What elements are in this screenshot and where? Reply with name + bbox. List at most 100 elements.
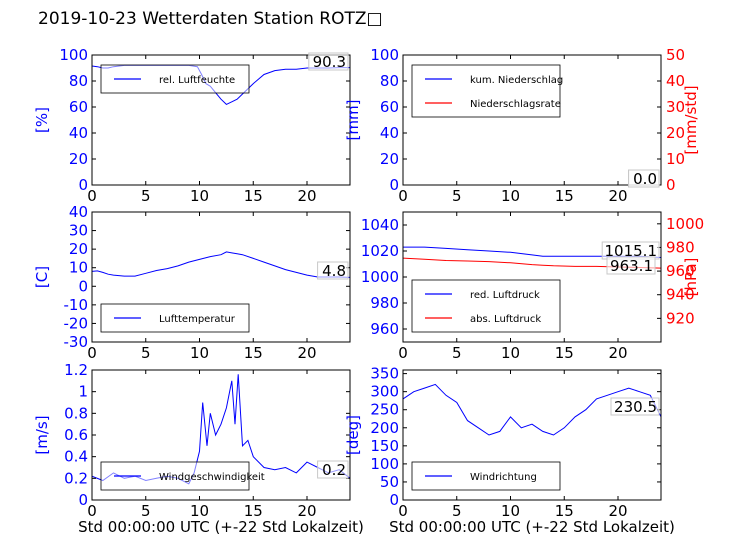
series-line-temperature-0 (91, 251, 351, 278)
series-line-wind_dir-0 (402, 383, 662, 436)
y-tick-label-wind_dir: 100 (370, 455, 399, 473)
x-axis-label-wind_speed: Std 00:00:00 UTC (+-22 Std Lokalzeit) (78, 518, 364, 536)
x-tick-label-wind_dir: 5 (452, 502, 462, 520)
y-tick-label-precip: 40 (380, 124, 399, 142)
value-box-wind_speed-frame (317, 460, 349, 479)
value-box-temperature-frame (317, 261, 349, 280)
y-tick-label-wind_speed: 0.2 (64, 469, 88, 487)
y-tick-label-temperature: 30 (69, 222, 88, 240)
y-tick-label-temperature: 40 (69, 203, 88, 221)
x-tick-label-wind_speed: 10 (190, 502, 209, 520)
value-box-pressure: 1015.1 (605, 242, 658, 260)
legend-label-pressure-1: abs. Luftdruck (470, 314, 541, 325)
y-tick-label-temperature: -20 (64, 314, 89, 332)
value-box-wind_dir: 230.5 (614, 398, 657, 416)
x-tick-label-precip: 15 (555, 187, 574, 205)
y-tick-label-temperature: -10 (64, 296, 89, 314)
value-box-2-pressure-frame (606, 256, 656, 275)
legend-label-precip-1: Niederschlagsrate (470, 99, 561, 110)
y-tick-label-wind_dir: 150 (370, 437, 399, 455)
y-tick-label-wind_dir: 200 (370, 419, 399, 437)
y-right-tick-label-pressure: 1000 (666, 215, 704, 233)
y-tick-label-temperature: 20 (69, 240, 88, 258)
y-tick-label-humidity: 60 (69, 98, 88, 116)
x-tick-label-pressure: 0 (398, 344, 408, 362)
y-right-tick-label-pressure: 940 (666, 286, 695, 304)
y-tick-label-temperature: 10 (69, 259, 88, 277)
plot-frame-wind_dir (402, 369, 662, 501)
y-tick-label-wind_dir: 300 (370, 383, 399, 401)
legend-label-wind_dir-0: Windrichtung (470, 472, 537, 483)
x-tick-label-temperature: 0 (87, 344, 97, 362)
y-tick-label-wind_speed: 0.6 (64, 426, 88, 444)
y-right-tick-label-pressure: 980 (666, 238, 695, 256)
y-right-tick-label-pressure: 920 (666, 309, 695, 327)
value-box-humidity-frame (308, 52, 349, 71)
y-tick-label-wind_speed: 0 (78, 491, 88, 509)
plot-frame-precip (402, 54, 662, 186)
value-box-2-pressure: 963.1 (610, 257, 653, 275)
y-tick-label-pressure: 1000 (361, 268, 399, 286)
y-right-tick-label-precip: 50 (666, 46, 685, 64)
y-tick-label-wind_speed: 0.8 (64, 404, 88, 422)
value-box-2-precip: 0.0 (633, 170, 657, 188)
y-tick-label-pressure: 1040 (361, 216, 399, 234)
x-tick-label-precip: 0 (398, 187, 408, 205)
x-tick-label-temperature: 20 (297, 344, 316, 362)
y-axis-label-temperature: [C] (33, 266, 51, 288)
y-tick-label-wind_dir: 250 (370, 401, 399, 419)
y-tick-label-precip: 100 (370, 46, 399, 64)
y-right-tick-label-precip: 40 (666, 72, 685, 90)
y-right-tick-label-precip: 30 (666, 98, 685, 116)
y-tick-label-humidity: 20 (69, 150, 88, 168)
figure-title: 2019-10-23 Wetterdaten Station ROTZ□ (38, 9, 383, 29)
y-tick-label-wind_dir: 0 (389, 491, 399, 509)
x-tick-label-humidity: 0 (87, 187, 97, 205)
x-tick-label-precip: 20 (608, 187, 627, 205)
x-tick-label-humidity: 20 (297, 187, 316, 205)
y-right-tick-label-precip: 20 (666, 124, 685, 142)
value-box-wind_speed: 0.2 (322, 461, 346, 479)
x-tick-label-wind_dir: 15 (555, 502, 574, 520)
x-axis-label-wind_dir: Std 00:00:00 UTC (+-22 Std Lokalzeit) (389, 518, 675, 536)
legend-frame-precip (411, 64, 561, 118)
y-tick-label-wind_speed: 0.4 (64, 448, 88, 466)
y-tick-label-humidity: 80 (69, 72, 88, 90)
value-box-2-precip-frame (628, 169, 660, 188)
plot-frame-humidity (91, 54, 351, 186)
y-axis-label-precip: [mm] (344, 100, 362, 141)
x-tick-label-wind_dir: 20 (608, 502, 627, 520)
y-tick-label-humidity: 40 (69, 124, 88, 142)
x-tick-label-precip: 5 (452, 187, 462, 205)
y-tick-label-pressure: 960 (370, 320, 399, 338)
y-axis-label-wind_speed: [m/s] (33, 415, 51, 454)
legend-label-humidity-0: rel. Luftfeuchte (159, 75, 235, 86)
y-tick-label-wind_speed: 1 (78, 383, 88, 401)
y-tick-label-precip: 60 (380, 98, 399, 116)
x-tick-label-pressure: 15 (555, 344, 574, 362)
x-tick-label-pressure: 10 (501, 344, 520, 362)
legend-label-temperature-0: Lufttemperatur (159, 314, 236, 325)
y-axis-label-humidity: [%] (33, 107, 51, 133)
x-tick-label-wind_speed: 5 (141, 502, 151, 520)
x-tick-label-pressure: 20 (608, 344, 627, 362)
x-tick-label-humidity: 15 (244, 187, 263, 205)
y-tick-label-temperature: -30 (64, 333, 89, 351)
x-tick-label-humidity: 10 (190, 187, 209, 205)
legend-frame-pressure (411, 279, 561, 333)
y-right-tick-label-precip: 0 (666, 176, 676, 194)
y-tick-label-precip: 0 (389, 176, 399, 194)
y-right-tick-label-pressure: 960 (666, 262, 695, 280)
plot-frame-temperature (91, 211, 351, 343)
y-tick-label-pressure: 980 (370, 294, 399, 312)
x-tick-label-temperature: 5 (141, 344, 151, 362)
x-tick-label-temperature: 15 (244, 344, 263, 362)
legend-label-pressure-0: red. Luftdruck (470, 290, 540, 301)
value-box-wind_dir-frame (610, 397, 660, 416)
y-axis-label-wind_dir: [deg] (344, 415, 362, 455)
y-tick-label-wind_dir: 50 (380, 473, 399, 491)
x-tick-label-temperature: 10 (190, 344, 209, 362)
y-right-axis-label-precip: [mm/std] (682, 85, 700, 154)
y-tick-label-precip: 20 (380, 150, 399, 168)
